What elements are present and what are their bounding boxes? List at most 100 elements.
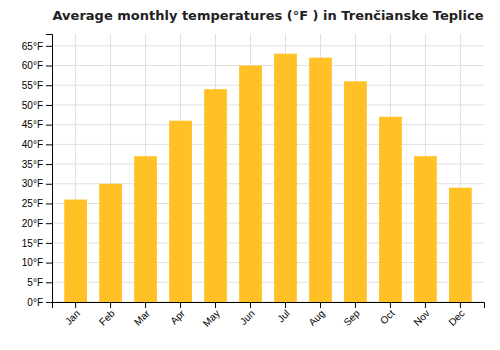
y-grid-line <box>52 104 484 105</box>
y-tick-mark <box>46 184 52 185</box>
chart: Jan Feb Mar Apr May Jun Jul Aug Sep Oct Nov Dec 0°F 5… <box>0 0 500 350</box>
y-tick-label: 55°F <box>22 80 43 91</box>
x-tick: Jul <box>275 302 292 324</box>
y-tick-mark <box>46 203 52 204</box>
x-tick: Oct <box>378 302 397 326</box>
x-tick: Feb <box>97 302 117 328</box>
x-tick-label: Feb <box>97 307 117 327</box>
y-tick-mark <box>46 282 52 283</box>
y-tick: 30°F <box>22 178 52 189</box>
x-tick-label: Nov <box>411 308 431 328</box>
y-tick-label: 5°F <box>27 277 43 288</box>
x-tick-mark <box>180 302 181 308</box>
bar <box>169 121 192 302</box>
bar <box>99 184 122 302</box>
y-tick: 35°F <box>22 159 52 170</box>
y-grid-line <box>52 144 484 145</box>
y-tick: 65°F <box>22 41 52 52</box>
x-tick-mark <box>250 302 251 308</box>
y-tick-label: 10°F <box>22 257 43 268</box>
x-tick-label: Apr <box>168 307 187 326</box>
x-tick-label: Dec <box>446 308 466 328</box>
y-tick-label: 0°F <box>27 297 43 308</box>
y-tick: 55°F <box>22 80 52 91</box>
bar <box>204 89 227 302</box>
y-tick-mark <box>46 243 52 244</box>
y-tick-mark <box>46 144 52 145</box>
x-tick-mark <box>75 302 76 308</box>
x-axis-line <box>53 303 485 309</box>
y-tick-mark <box>46 46 52 47</box>
x-tick-mark <box>110 302 111 308</box>
y-tick-mark <box>46 85 52 86</box>
y-grid-line <box>52 124 484 125</box>
bar <box>344 81 367 302</box>
bar <box>134 156 157 302</box>
y-axis: 0°F 5°F 10°F 15°F 20°F 25°F 30°F 35°F 40°F 45°F 50… <box>22 35 53 308</box>
y-tick: 25°F <box>22 198 52 209</box>
y-tick: 20°F <box>22 218 52 229</box>
y-tick: 10°F <box>22 257 52 268</box>
y-tick-label: 20°F <box>22 218 43 229</box>
x-tick: Jan <box>63 302 82 327</box>
x-tick-label: Oct <box>378 308 397 327</box>
bar <box>379 117 402 302</box>
bar <box>274 54 297 302</box>
bar <box>309 58 332 302</box>
x-tick-label: Mar <box>132 307 152 327</box>
x-tick: Aug <box>306 302 326 328</box>
y-tick: 5°F <box>27 277 52 288</box>
x-tick-label: Aug <box>306 308 326 328</box>
y-tick-mark <box>46 105 52 106</box>
y-tick-label: 30°F <box>22 178 43 189</box>
bar <box>414 156 437 302</box>
title: Average monthly temperatures (°F ) in Tr… <box>53 8 484 23</box>
y-tick-label: 35°F <box>22 159 43 170</box>
y-tick-label: 60°F <box>22 60 43 71</box>
y-tick-mark <box>46 125 52 126</box>
y-tick-label: 25°F <box>22 198 43 209</box>
x-tick-mark <box>355 302 356 308</box>
y-tick-label: 15°F <box>22 238 43 249</box>
x-tick-label: Jun <box>238 308 257 327</box>
y-axis-line <box>46 35 53 303</box>
x-tick: Nov <box>411 302 431 328</box>
x-tick-mark <box>390 302 391 308</box>
x-tick-mark <box>425 302 426 308</box>
y-tick-label: 45°F <box>22 119 43 130</box>
x-tick: May <box>201 302 222 329</box>
x-tick-mark <box>460 302 461 308</box>
y-tick-label: 50°F <box>22 100 43 111</box>
x-tick: Sep <box>341 302 362 328</box>
x-tick-label: Jul <box>275 308 292 325</box>
y-tick-mark <box>46 263 52 264</box>
x-tick-label: Sep <box>341 307 362 328</box>
y-tick-label: 40°F <box>22 139 43 150</box>
y-grid-line <box>52 45 484 46</box>
y-tick: 0°F <box>27 297 52 308</box>
y-grid-line <box>52 65 484 66</box>
y-tick-mark <box>46 66 52 67</box>
x-tick-label: Jan <box>63 308 82 327</box>
x-tick: Mar <box>132 302 152 328</box>
x-tick-mark <box>320 302 321 308</box>
bar <box>449 188 472 302</box>
x-tick-mark <box>215 302 216 308</box>
y-grid-line <box>52 85 484 86</box>
bar <box>239 66 262 302</box>
x-tick: Jun <box>238 302 257 327</box>
x-tick: Dec <box>446 302 466 328</box>
y-tick-mark <box>46 302 52 303</box>
bars <box>64 54 472 302</box>
x-tick: Apr <box>168 302 187 326</box>
bar <box>64 200 87 302</box>
x-tick-mark <box>285 302 286 308</box>
x-tick-label: May <box>201 308 222 329</box>
grid <box>52 34 484 302</box>
y-tick-mark <box>46 223 52 224</box>
y-tick: 40°F <box>22 139 52 150</box>
y-tick-mark <box>46 164 52 165</box>
y-tick-label: 65°F <box>22 41 43 52</box>
x-tick-mark <box>145 302 146 308</box>
y-tick: 60°F <box>22 60 52 71</box>
